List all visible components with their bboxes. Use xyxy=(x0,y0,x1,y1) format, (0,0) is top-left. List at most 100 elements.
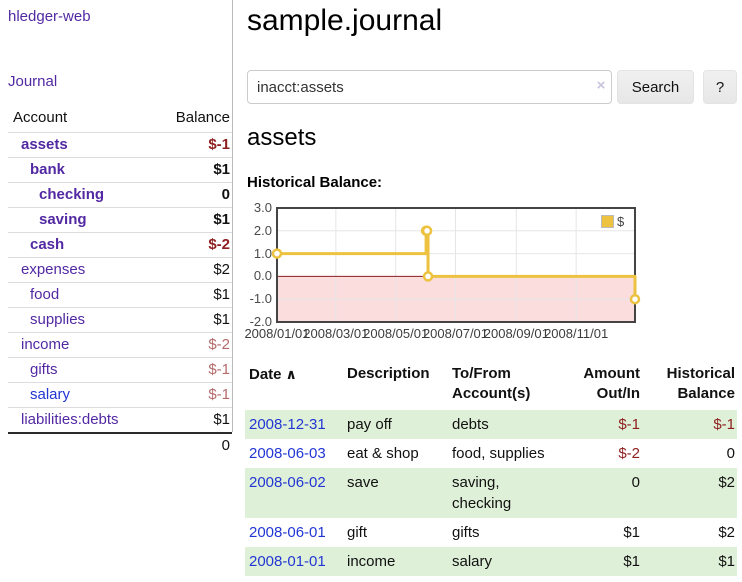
transaction-row: 2008-06-02 save saving, checking 0 $2 xyxy=(245,468,737,518)
column-header-accounts: To/From Account(s) xyxy=(452,365,531,402)
account-balance: $1 xyxy=(152,207,232,233)
account-link[interactable]: liabilities:debts xyxy=(21,411,119,428)
y-axis-tick-label: 2.0 xyxy=(253,222,272,238)
accounts-header-account: Account xyxy=(13,109,68,126)
y-axis-tick-label: -1.0 xyxy=(249,291,272,307)
account-link[interactable]: bank xyxy=(30,161,66,178)
chart-border xyxy=(276,207,636,323)
account-balance: $-1 xyxy=(152,357,232,383)
transaction-accounts: food, supplies xyxy=(452,445,545,462)
accounts-table: Account Balance assets $-1 bank $1 check… xyxy=(8,106,232,458)
transaction-amount: $1 xyxy=(623,553,640,570)
transaction-date-link[interactable]: 2008-06-02 xyxy=(249,474,326,491)
account-balance: $-1 xyxy=(152,382,232,408)
transaction-row: 2008-06-03 eat & shop food, supplies $-2… xyxy=(245,439,737,468)
transaction-date-link[interactable]: 2008-06-01 xyxy=(249,524,326,541)
account-row: bank $1 xyxy=(8,157,232,183)
register-table: Date ∧ Description To/From Account(s) Amo… xyxy=(245,360,737,576)
x-axis-tick-label: 2008/01/01 xyxy=(244,326,310,341)
app-brand-link[interactable]: hledger-web xyxy=(8,8,91,25)
sort-ascending-icon: ∧ xyxy=(285,366,297,382)
page-title: sample.journal xyxy=(247,4,443,37)
column-header-description: Description xyxy=(347,365,430,382)
column-header-date-label: Date xyxy=(249,366,282,383)
account-balance: $1 xyxy=(152,157,232,183)
y-axis-tick-label: -2.0 xyxy=(249,314,272,329)
search-button[interactable]: Search xyxy=(617,70,694,104)
column-header-balance: Historical Balance xyxy=(666,365,735,402)
account-balance: $2 xyxy=(152,257,232,283)
transaction-balance: $2 xyxy=(718,474,735,491)
help-button[interactable]: ? xyxy=(703,70,737,104)
chart-title: Historical Balance: xyxy=(247,174,383,191)
x-axis-tick-label: 2008/03/01 xyxy=(303,326,369,341)
y-axis-tick-label: 3.0 xyxy=(253,200,272,215)
x-axis-tick-label: 2008/05/01 xyxy=(363,326,429,341)
main-content: sample.journal × Search ? assets Histori… xyxy=(244,0,742,582)
data-point-marker xyxy=(629,293,641,305)
transaction-row: 2008-12-31 pay off debts $-1 $-1 xyxy=(245,410,737,439)
transaction-accounts: debts xyxy=(452,416,489,433)
transaction-accounts: gifts xyxy=(452,524,480,541)
transaction-description: gift xyxy=(347,524,368,541)
x-axis-tick-label: 2008/09/01 xyxy=(483,326,549,341)
sidebar-item-journal[interactable]: Journal xyxy=(8,73,58,90)
transaction-amount: $-2 xyxy=(618,445,640,462)
account-balance: $1 xyxy=(152,407,232,433)
transaction-description: save xyxy=(347,474,379,491)
transaction-row: 2008-01-01 income salary $1 $1 xyxy=(245,547,737,576)
transaction-amount: 0 xyxy=(631,474,640,491)
legend-label: $ xyxy=(617,214,625,229)
register-header-row: Date ∧ Description To/From Account(s) Amo… xyxy=(245,360,737,410)
search-bar: × Search ? xyxy=(247,70,742,104)
account-link[interactable]: gifts xyxy=(30,361,58,378)
sidebar-divider xyxy=(232,0,233,432)
transaction-description: eat & shop xyxy=(347,445,419,462)
transaction-date-link[interactable]: 2008-06-03 xyxy=(249,445,326,462)
account-row: assets $-1 xyxy=(8,132,232,158)
account-link[interactable]: income xyxy=(21,336,70,353)
account-link[interactable]: supplies xyxy=(30,311,86,328)
transaction-balance: $2 xyxy=(718,524,735,541)
transaction-date-link[interactable]: 2008-12-31 xyxy=(249,416,326,433)
transaction-balance: 0 xyxy=(726,445,735,462)
transaction-amount: $-1 xyxy=(618,416,640,433)
clear-search-icon[interactable]: × xyxy=(596,77,606,94)
transaction-balance: $-1 xyxy=(713,416,735,433)
account-row: saving $1 xyxy=(8,207,232,233)
account-balance: 0 xyxy=(152,182,232,208)
account-link[interactable]: checking xyxy=(39,186,105,203)
column-header-date[interactable]: Date ∧ xyxy=(245,360,343,410)
account-page-title: assets xyxy=(247,124,317,151)
transaction-description: pay off xyxy=(347,416,392,433)
column-header-amount: Amount Out/In xyxy=(583,365,640,402)
account-link[interactable]: expenses xyxy=(21,261,86,278)
transaction-description: income xyxy=(347,553,396,570)
transaction-accounts: saving, checking xyxy=(452,474,512,512)
transaction-accounts: salary xyxy=(452,553,493,570)
account-link[interactable]: food xyxy=(30,286,60,303)
search-input[interactable] xyxy=(247,70,612,104)
transaction-amount: $1 xyxy=(623,524,640,541)
y-axis-tick-label: 0.0 xyxy=(253,268,272,284)
account-link[interactable]: salary xyxy=(30,386,71,403)
account-row: gifts $-1 xyxy=(8,357,232,383)
account-link[interactable]: cash xyxy=(30,236,65,253)
account-balance: $-1 xyxy=(152,132,232,158)
account-row: liabilities:debts $1 xyxy=(8,407,232,433)
data-point-marker xyxy=(271,248,283,259)
account-row: food $1 xyxy=(8,282,232,308)
account-balance: $1 xyxy=(152,307,232,333)
account-row: income $-2 xyxy=(8,332,232,358)
account-row: supplies $1 xyxy=(8,307,232,333)
account-balance: $1 xyxy=(152,282,232,308)
chart-plot-area xyxy=(271,207,641,323)
account-link[interactable]: assets xyxy=(21,136,68,153)
transaction-date-link[interactable]: 2008-01-01 xyxy=(249,553,326,570)
account-balance: $-2 xyxy=(152,232,232,258)
chart-legend: $ xyxy=(601,214,624,229)
account-row: salary $-1 xyxy=(8,382,232,408)
account-link[interactable]: saving xyxy=(39,211,87,228)
account-balance: $-2 xyxy=(152,332,232,358)
data-point-marker xyxy=(422,271,434,282)
